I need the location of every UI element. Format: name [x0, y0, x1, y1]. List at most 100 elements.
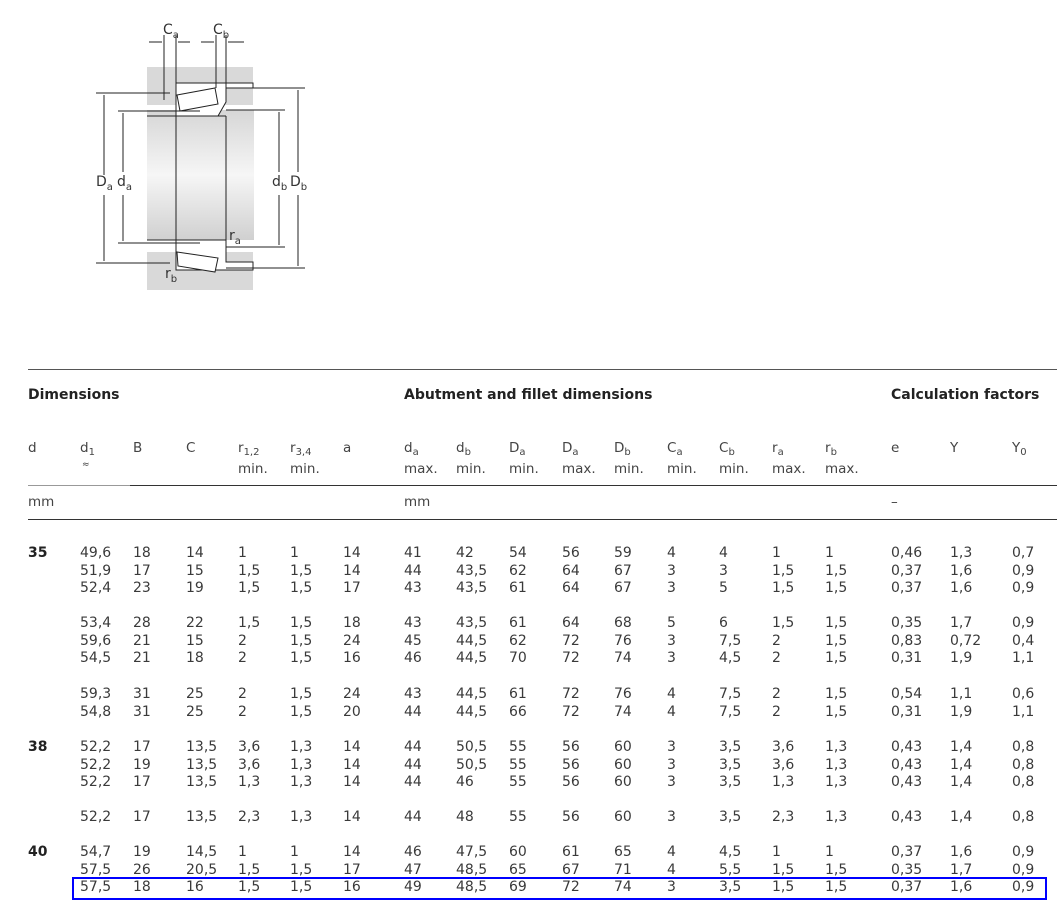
table-cell: 22 [186, 615, 204, 631]
table-cell: 72 [562, 632, 580, 649]
label-Da: Da [96, 174, 113, 193]
table-cell: 0,9 [1012, 580, 1035, 597]
column-header: Db min. [614, 440, 644, 477]
table-cell: 3,6 [772, 756, 795, 773]
table-cell: 1,5 [238, 879, 261, 896]
column-header: Ca min. [667, 440, 697, 477]
table-cell: 3 [667, 580, 676, 597]
table-cell: 44 [404, 562, 422, 579]
table-cell: 42 [456, 545, 474, 561]
table-cell: 1,5 [825, 650, 848, 667]
table-cell: 55 [509, 774, 527, 791]
table-cell: 44 [404, 703, 422, 720]
table-cell: 0,46 [891, 545, 923, 561]
table-cell: 1,5 [290, 686, 313, 702]
table-cell: 16 [343, 650, 361, 667]
table-cell: 17 [343, 580, 361, 597]
table-cell: 45 [404, 632, 422, 649]
table-cell: 1,5 [238, 861, 261, 878]
table-cell: 1,4 [950, 774, 973, 791]
table-cell: 14 [343, 774, 361, 791]
label-da: da [117, 174, 132, 193]
table-cell: 52,2 [80, 739, 112, 755]
table-cell: 20,5 [186, 861, 218, 878]
table-cell: 0,31 [891, 650, 923, 667]
table-cell: 43,5 [456, 580, 488, 597]
table-cell: 1,5 [290, 615, 313, 631]
table-cell: 60 [614, 774, 632, 791]
table-cell: 13,5 [186, 774, 218, 791]
table-cell: 1,3 [825, 739, 848, 755]
table-cell: 44,5 [456, 650, 488, 667]
table-cell: 14 [343, 844, 361, 860]
table-cell: 54,7 [80, 844, 112, 860]
table-cell: 61 [562, 844, 580, 860]
table-cell: 56 [562, 809, 580, 825]
table-cell: 59,6 [80, 632, 112, 649]
table-cell: 1,6 [950, 844, 973, 860]
table-cell: 47,5 [456, 844, 488, 860]
table-cell: 24 [343, 632, 361, 649]
table-cell: 0,7 [1012, 545, 1035, 561]
table-cell: 44 [404, 774, 422, 791]
table-cell: 56 [562, 756, 580, 773]
table-cell: 0,43 [891, 774, 923, 791]
column-header: d [28, 440, 37, 456]
column-header: r1,2 min. [238, 440, 268, 477]
table-cell: 60 [509, 844, 527, 860]
section-abutment: Abutment and fillet dimensions [404, 387, 653, 403]
column-header: da max. [404, 440, 438, 477]
table-cell: 43,5 [456, 562, 488, 579]
table-cell: 7,5 [719, 686, 742, 702]
table-cell: 1,5 [290, 580, 313, 597]
table-cell: 0,9 [1012, 879, 1035, 896]
column-header: r3,4 min. [290, 440, 320, 477]
table-cell: 14 [343, 756, 361, 773]
table-cell: 52,2 [80, 756, 112, 773]
table-cell: 17 [133, 809, 151, 825]
table-cell: 3 [667, 562, 676, 579]
table-cell: 3,6 [238, 756, 261, 773]
table-cell: 71 [614, 861, 632, 878]
table-cell: 16 [186, 879, 204, 896]
table-cell: 56 [562, 545, 580, 561]
table-cell: 15 [186, 632, 204, 649]
column-header: Da max. [562, 440, 596, 477]
table-cell: 43,5 [456, 615, 488, 631]
table-cell: 0,37 [891, 879, 923, 896]
table-cell: 1,5 [772, 879, 795, 896]
unit-abutment: mm [404, 494, 431, 510]
table-cell: 1,3 [290, 739, 313, 755]
table-cell: 0,9 [1012, 844, 1035, 860]
column-header: Y [950, 440, 959, 456]
table-cell: 0,37 [891, 580, 923, 597]
bore-diameter: 35 [28, 545, 48, 561]
table-cell: 4 [667, 844, 676, 860]
table-cell: 1,4 [950, 756, 973, 773]
table-cell: 2 [772, 703, 781, 720]
header-rule [130, 485, 1057, 486]
table-cell: 65 [509, 861, 527, 878]
table-cell: 18 [186, 650, 204, 667]
table-cell: 0,43 [891, 809, 923, 825]
table-cell: 7,5 [719, 632, 742, 649]
table-cell: 1,6 [950, 562, 973, 579]
table-cell: 59,3 [80, 686, 112, 702]
table-cell: 3,5 [719, 756, 742, 773]
table-cell: 44 [404, 756, 422, 773]
table-cell: 4 [667, 686, 676, 702]
table-cell: 74 [614, 879, 632, 896]
table-cell: 64 [562, 580, 580, 597]
table-cell: 1,3 [825, 774, 848, 791]
table-cell: 1,5 [290, 879, 313, 896]
table-cell: 1,5 [772, 861, 795, 878]
table-cell: 69 [509, 879, 527, 896]
table-cell: 0,54 [891, 686, 923, 702]
table-cell: 61 [509, 615, 527, 631]
table-cell: 1,5 [290, 703, 313, 720]
table-cell: 19 [186, 580, 204, 597]
table-cell: 2 [772, 650, 781, 667]
table-cell: 76 [614, 686, 632, 702]
table-cell: 1,6 [950, 580, 973, 597]
table-cell: 1,5 [290, 650, 313, 667]
